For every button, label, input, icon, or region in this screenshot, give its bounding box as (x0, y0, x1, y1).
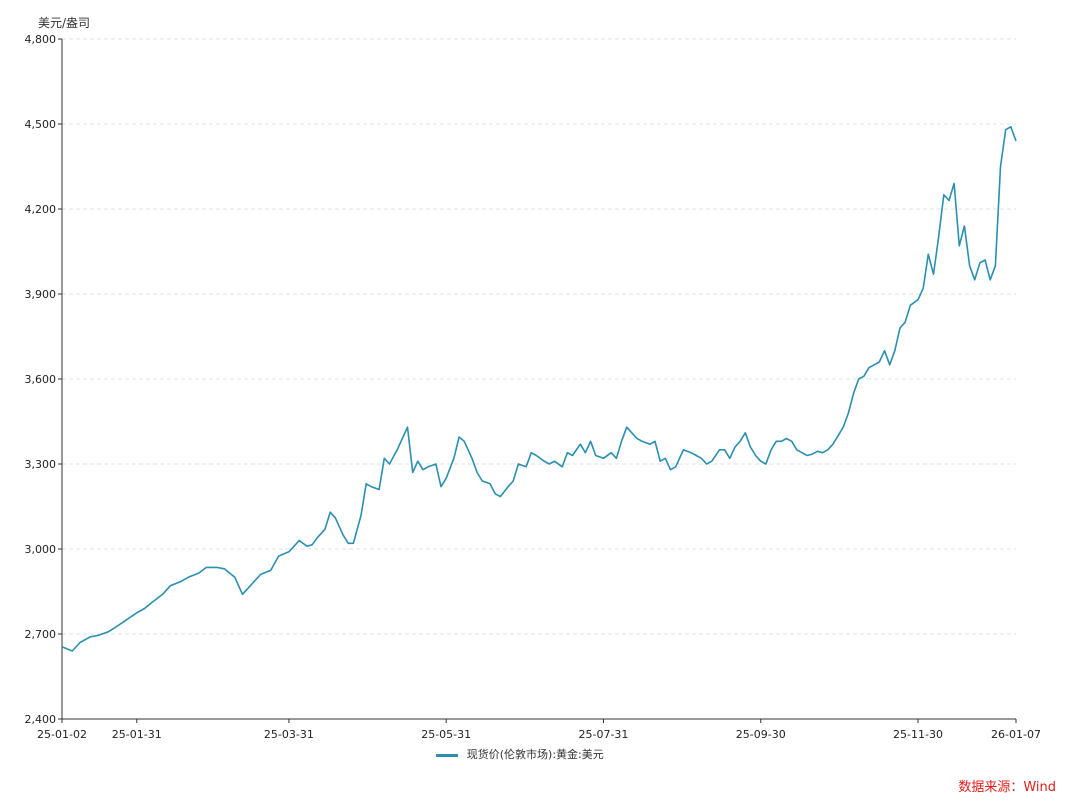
x-tick-label: 25-11-30 (893, 728, 943, 741)
y-axis-unit-label: 美元/盎司 (38, 16, 91, 30)
y-tick-label: 3,900 (25, 288, 57, 301)
y-tick-label: 3,600 (25, 373, 57, 386)
series-layer (61, 126, 1017, 652)
legend-swatch (436, 753, 459, 757)
legend: 现货价(伦敦市场):黄金:美元 (0, 746, 1080, 762)
series-line (61, 126, 1017, 652)
y-tick-label: 4,800 (25, 33, 57, 46)
x-tick-label: 25-09-30 (736, 728, 786, 741)
tick-layer: 2,400 2,700 3,000 3,300 3,600 3,900 4,200 4,500… (25, 33, 1041, 741)
source-note: 数据来源：Wind (958, 780, 1056, 795)
x-tick-label: 25-01-02 (37, 728, 87, 741)
y-tick-label: 4,200 (25, 203, 57, 216)
y-tick-label: 3,000 (25, 543, 57, 556)
axis-layer (58, 38, 1017, 723)
grid-layer (62, 38, 1016, 635)
x-tick-label: 25-01-31 (112, 728, 162, 741)
y-tick-label: 4,500 (25, 118, 57, 131)
y-tick-label: 2,700 (25, 628, 57, 641)
y-tick-label: 2,400 (25, 713, 57, 726)
x-tick-label: 25-05-31 (421, 728, 471, 741)
legend-label: 现货价(伦敦市场):黄金:美元 (466, 748, 604, 761)
x-tick-label: 25-03-31 (264, 728, 314, 741)
x-tick-label: 25-07-31 (578, 728, 628, 741)
y-tick-label: 3,300 (25, 458, 57, 471)
x-tick-label: 26-01-07 (991, 728, 1041, 741)
